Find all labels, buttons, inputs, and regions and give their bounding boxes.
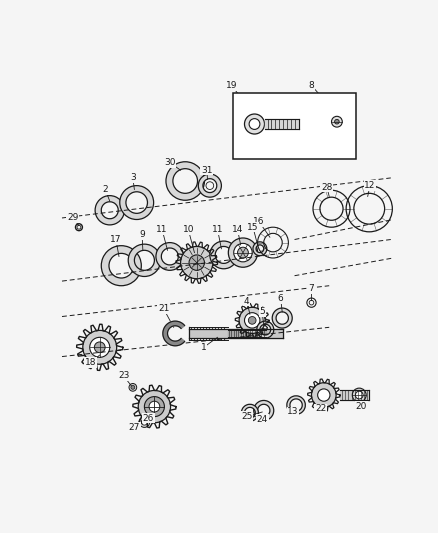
Bar [233, 93, 356, 159]
Polygon shape [163, 321, 185, 346]
Text: 14: 14 [232, 225, 243, 234]
Circle shape [129, 384, 137, 391]
Text: 11: 11 [156, 225, 168, 234]
Text: 20: 20 [356, 402, 367, 411]
Circle shape [90, 337, 110, 357]
Text: 21: 21 [158, 304, 170, 313]
Circle shape [138, 391, 170, 423]
Text: 10: 10 [183, 225, 194, 234]
Text: 18: 18 [85, 358, 96, 367]
Circle shape [131, 385, 135, 389]
Circle shape [149, 401, 160, 412]
Circle shape [145, 397, 164, 417]
Text: 12: 12 [364, 181, 376, 190]
Circle shape [355, 391, 363, 399]
Wedge shape [198, 174, 221, 197]
Circle shape [237, 247, 248, 258]
Circle shape [234, 244, 252, 262]
Circle shape [189, 255, 205, 270]
Circle shape [318, 389, 330, 401]
Text: 8: 8 [309, 81, 314, 90]
Wedge shape [120, 185, 154, 220]
Text: 17: 17 [110, 235, 122, 244]
Circle shape [83, 330, 117, 364]
Text: 6: 6 [278, 294, 283, 303]
Text: 9: 9 [139, 230, 145, 239]
Circle shape [249, 119, 260, 130]
Text: 13: 13 [287, 408, 299, 416]
Circle shape [228, 238, 258, 267]
Text: 5: 5 [259, 308, 265, 317]
Wedge shape [257, 321, 274, 338]
Text: 30: 30 [164, 158, 176, 167]
Text: 4: 4 [244, 297, 250, 305]
Wedge shape [254, 400, 274, 421]
Text: 24: 24 [257, 415, 268, 424]
Circle shape [141, 419, 148, 425]
Circle shape [311, 383, 336, 407]
Wedge shape [128, 244, 161, 277]
Wedge shape [210, 241, 237, 269]
Text: 3: 3 [130, 173, 136, 182]
Circle shape [352, 388, 366, 402]
Text: 7: 7 [309, 284, 314, 293]
Text: 23: 23 [118, 372, 129, 381]
Text: 16: 16 [253, 217, 265, 227]
Text: 29: 29 [67, 213, 78, 222]
Text: 1: 1 [201, 343, 207, 352]
Wedge shape [101, 246, 141, 286]
Text: 26: 26 [142, 414, 154, 423]
Circle shape [180, 246, 213, 279]
Circle shape [332, 116, 342, 127]
Wedge shape [241, 405, 258, 421]
Text: 31: 31 [201, 166, 212, 175]
Wedge shape [253, 242, 267, 256]
Circle shape [335, 119, 339, 124]
Wedge shape [272, 308, 292, 328]
Wedge shape [95, 196, 124, 225]
Text: 11: 11 [212, 225, 223, 234]
Circle shape [244, 313, 260, 328]
Text: 19: 19 [226, 81, 237, 90]
Circle shape [244, 114, 265, 134]
Text: 28: 28 [321, 183, 332, 192]
Circle shape [139, 417, 150, 427]
Text: 2: 2 [102, 185, 108, 194]
Wedge shape [287, 396, 305, 414]
Circle shape [94, 342, 105, 353]
Text: 15: 15 [247, 223, 259, 232]
Text: 25: 25 [241, 412, 252, 421]
Circle shape [239, 308, 265, 334]
Wedge shape [156, 243, 184, 270]
Text: 22: 22 [315, 405, 326, 414]
Circle shape [248, 317, 256, 324]
Text: 27: 27 [129, 423, 140, 432]
Wedge shape [166, 161, 205, 200]
